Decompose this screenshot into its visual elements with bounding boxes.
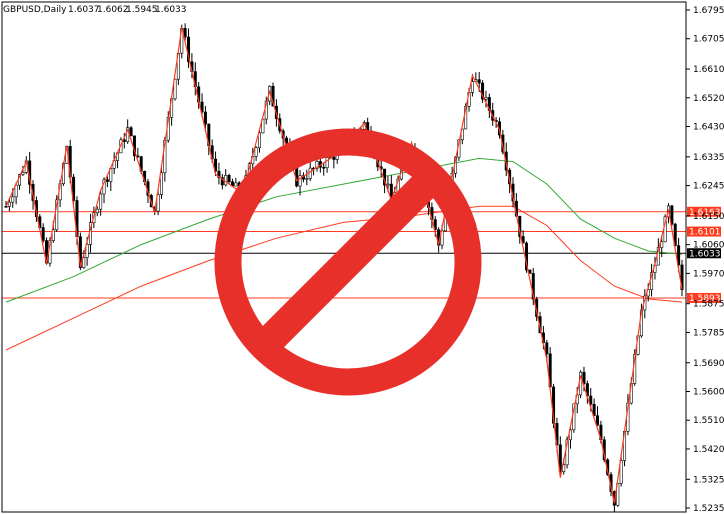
candle-body [41, 227, 45, 241]
candle-body [257, 132, 261, 149]
candle-body [298, 175, 302, 187]
candle-body [234, 182, 238, 187]
level-label: 1.6101 [689, 228, 721, 238]
level-label: 1.5893 [689, 294, 721, 304]
candle-body [680, 264, 684, 290]
candle-body [11, 196, 15, 203]
high-value: 1.6062 [97, 5, 129, 15]
candle-body [214, 158, 218, 172]
level-tag [687, 248, 721, 259]
y-tick-label: 1.5600 [693, 387, 724, 397]
candle-body [173, 78, 177, 100]
level-tag [687, 206, 721, 217]
candle-body [159, 172, 163, 195]
close-value: 1.6033 [155, 5, 187, 15]
ma-fast-line [5, 157, 683, 303]
candle-body [322, 166, 326, 169]
candle-body [224, 175, 228, 186]
candle-body [129, 127, 133, 137]
y-tick-label: 1.5235 [693, 504, 724, 514]
level-label: 1.6163 [689, 208, 721, 218]
level-tag [687, 226, 721, 237]
symbol-label: GBPUSD,Daily [3, 5, 67, 15]
candle-body [156, 194, 160, 212]
candle-body [332, 156, 336, 160]
y-tick-label: 1.5510 [693, 416, 724, 426]
y-tick-label: 1.5970 [693, 269, 724, 279]
y-tick-label: 1.5785 [693, 328, 724, 338]
horizontal-levels: 1.6163 1.6101 1.6033 1.5893 [2, 206, 721, 304]
candle-body [21, 172, 25, 175]
candle-body [99, 193, 103, 210]
candle-body [477, 79, 481, 84]
chart-header: GBPUSD,Daily 1.6037 1.6062 1.5945 1.6033 [3, 5, 187, 15]
candle-body [673, 223, 677, 246]
candle-body [95, 208, 99, 214]
candle-body [582, 371, 586, 384]
y-tick-label: 1.5875 [693, 300, 724, 310]
y-tick-label: 1.6520 [693, 94, 724, 104]
candle-body [595, 415, 599, 426]
candle-body [72, 176, 76, 201]
candle-body [670, 205, 674, 225]
y-tick-label: 1.6795 [693, 6, 724, 16]
zigzag-indicator [5, 27, 683, 504]
sign-ring [214, 128, 482, 396]
candle-body [82, 257, 86, 268]
candle-body [677, 245, 681, 266]
candle-body [217, 170, 221, 178]
candle-body [220, 177, 224, 186]
y-tick-label: 1.5420 [693, 445, 724, 455]
y-tick-label: 1.6060 [693, 241, 724, 251]
y-tick-label: 1.6335 [693, 153, 724, 163]
candle-body [589, 395, 593, 405]
candle-body [4, 206, 8, 208]
candle-body [271, 85, 275, 107]
candle-body [484, 97, 488, 100]
candle-body [85, 244, 89, 258]
candle-body [470, 81, 474, 93]
y-tick-label: 1.6245 [693, 182, 724, 192]
sign-bar [259, 173, 437, 351]
candle-body [51, 229, 55, 241]
y-tick-label: 1.6610 [693, 65, 724, 75]
level-tag [687, 292, 721, 303]
candle-body [531, 273, 535, 300]
candle-body [227, 175, 231, 183]
y-tick-label: 1.5690 [693, 359, 724, 369]
zigzag-line [5, 27, 683, 504]
candle-body [200, 101, 204, 113]
candle-body [592, 403, 596, 417]
candle-body [305, 178, 309, 180]
y-tick-label: 1.6705 [693, 35, 724, 45]
candle-body [386, 183, 390, 186]
candle-body [7, 201, 11, 207]
candle-body [315, 161, 319, 169]
low-value: 1.5945 [126, 5, 158, 15]
candle-body [619, 460, 623, 484]
candle-body [203, 111, 207, 125]
candle-body [440, 230, 444, 246]
y-tick-label: 1.6150 [693, 212, 724, 222]
candle-body [105, 179, 109, 182]
prohibition-sign-icon [214, 128, 482, 396]
y-tick-label: 1.5325 [693, 475, 724, 485]
candle-body [254, 147, 258, 157]
candle-body [545, 342, 549, 355]
y-tick-label: 1.6430 [693, 123, 724, 133]
candle-body [308, 167, 312, 179]
level-label: 1.6033 [689, 249, 721, 259]
candle-body [183, 28, 187, 38]
candle-body [325, 157, 329, 169]
candle-body [481, 82, 485, 100]
plot-frame [1, 1, 687, 513]
candle-body [558, 444, 562, 472]
candle-body [660, 241, 664, 248]
open-value: 1.6037 [68, 5, 100, 15]
